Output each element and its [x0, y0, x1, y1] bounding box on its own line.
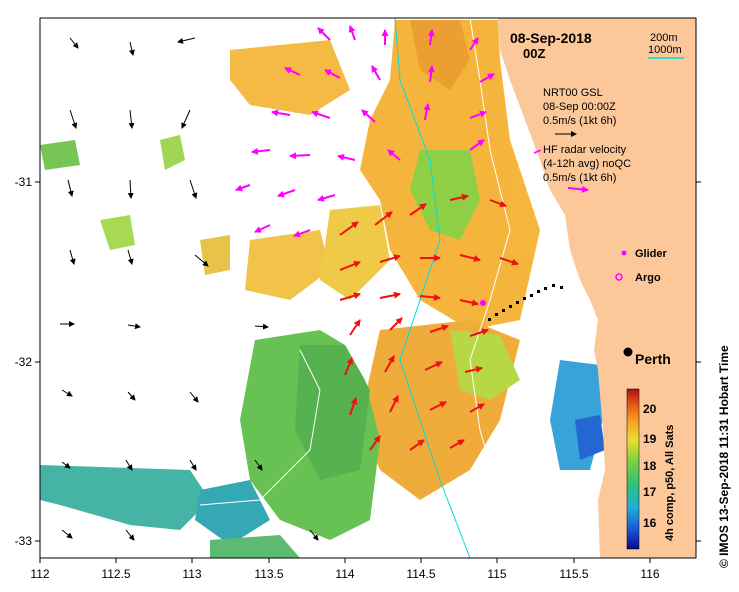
radar-legend-arrow-small: [533, 149, 542, 154]
colorbar-tick-label: 19: [643, 432, 657, 446]
map-date: 08-Sep-2018: [510, 30, 592, 46]
model-legend-time: 08-Sep 00:00Z: [543, 101, 616, 113]
map-time: 00Z: [523, 46, 545, 61]
colorbar-tick-label: 18: [643, 459, 657, 473]
isobath-200m: [469, 18, 521, 558]
plot-area: [40, 18, 696, 558]
plot-frame: [39, 17, 697, 559]
sst-field: [40, 20, 605, 558]
axis-ticks: [35, 181, 701, 563]
colorbar-label: 4h comp, p50, All Sats: [664, 425, 676, 541]
radar-strong-arrows: [339, 193, 519, 451]
x-tick-label: 116: [640, 567, 659, 581]
radar-legend-arrow: [567, 185, 589, 193]
isobaths: [199, 18, 521, 558]
land-mass: [498, 18, 696, 558]
glider-legend-label: Glider: [635, 248, 668, 260]
y-tick-label: -33: [15, 534, 33, 548]
model-legend-scale: 0.5m/s (1kt 6h): [543, 115, 616, 127]
model-legend-name: NRT00 GSL: [543, 87, 603, 99]
x-tick-label: 113.5: [254, 567, 283, 581]
argo-legend-label: Argo: [635, 272, 661, 284]
perth-label: Perth: [635, 351, 671, 367]
x-tick-label: 114.5: [406, 567, 435, 581]
credit-text: © IMOS 13-Sep-2018 11:31 Hobart Time: [717, 345, 731, 568]
x-tick-label: 115.5: [559, 567, 588, 581]
radar-legend-line1: HF radar velocity: [543, 144, 627, 156]
colorbar-tick-label: 20: [643, 402, 657, 416]
x-tick-label: 113: [182, 567, 201, 581]
colorbar-tick-label: 17: [643, 485, 657, 499]
x-tick-label: 112.5: [101, 567, 130, 581]
y-tick-label: -32: [15, 355, 33, 369]
radar-legend-line2: (4-12h avg) noQC: [543, 158, 631, 170]
perth-marker: [623, 347, 633, 357]
model-velocity-arrows: [60, 37, 319, 541]
depth-legend-200m: 200m: [650, 32, 678, 44]
x-tick-label: 114: [335, 567, 354, 581]
colorbar-tick-label: 16: [643, 516, 657, 530]
radar-legend-scale: 0.5m/s (1kt 6h): [543, 172, 616, 184]
depth-legend-1000m: 1000m: [648, 44, 682, 56]
glider-position-marker: [480, 300, 486, 306]
isobath-200m-offshore: [199, 349, 321, 506]
colorbar: 16 17 18 19 20 4h comp, p50, All Sats: [626, 388, 676, 550]
glider-track: [488, 284, 563, 321]
y-tick-label: -31: [15, 175, 33, 189]
glider-legend-symbol: [621, 250, 627, 256]
radar-velocity-arrows: [235, 25, 495, 238]
x-tick-label: 115: [487, 567, 506, 581]
argo-legend-symbol: [615, 273, 623, 281]
x-tick-label: 112: [30, 567, 49, 581]
isobath-1000m: [394, 18, 471, 558]
